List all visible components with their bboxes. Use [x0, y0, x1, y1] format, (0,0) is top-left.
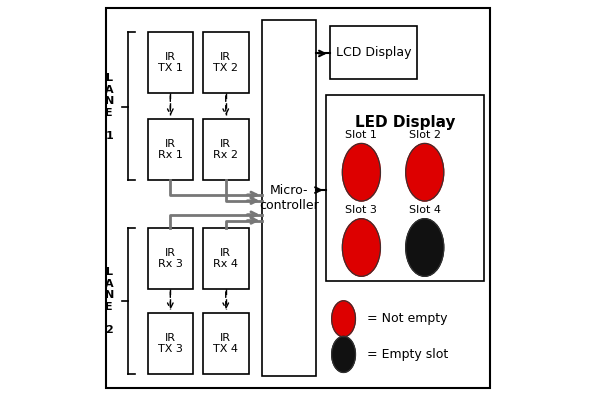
- Text: LCD Display: LCD Display: [335, 46, 411, 59]
- Ellipse shape: [332, 301, 355, 337]
- Text: IR
TX 3: IR TX 3: [158, 333, 183, 354]
- Text: = Empty slot: = Empty slot: [367, 348, 449, 361]
- Text: IR
Rx 2: IR Rx 2: [213, 139, 238, 160]
- Text: IR
Rx 3: IR Rx 3: [158, 248, 183, 269]
- FancyBboxPatch shape: [148, 32, 193, 93]
- Text: Slot 4: Slot 4: [409, 205, 441, 215]
- Ellipse shape: [406, 219, 444, 276]
- Text: IR
TX 2: IR TX 2: [213, 51, 238, 73]
- FancyBboxPatch shape: [148, 228, 193, 289]
- Text: Slot 2: Slot 2: [409, 129, 441, 139]
- Text: IR
Rx 1: IR Rx 1: [158, 139, 183, 160]
- Ellipse shape: [406, 143, 444, 201]
- Text: Slot 1: Slot 1: [346, 129, 377, 139]
- FancyBboxPatch shape: [203, 32, 248, 93]
- Text: = Not empty: = Not empty: [367, 312, 448, 325]
- FancyBboxPatch shape: [203, 119, 248, 180]
- Text: Micro-
controller: Micro- controller: [259, 184, 319, 212]
- Text: IR
TX 4: IR TX 4: [213, 333, 238, 354]
- Text: L
A
N
E

2: L A N E 2: [104, 267, 114, 335]
- Text: IR
Rx 4: IR Rx 4: [213, 248, 238, 269]
- FancyBboxPatch shape: [326, 95, 484, 281]
- FancyBboxPatch shape: [148, 119, 193, 180]
- Ellipse shape: [343, 143, 380, 201]
- Ellipse shape: [332, 337, 355, 372]
- FancyBboxPatch shape: [106, 8, 490, 388]
- Text: L
A
N
E

1: L A N E 1: [104, 73, 114, 141]
- Text: Slot 3: Slot 3: [346, 205, 377, 215]
- FancyBboxPatch shape: [203, 228, 248, 289]
- Ellipse shape: [343, 219, 380, 276]
- FancyBboxPatch shape: [203, 313, 248, 374]
- Text: LED Display: LED Display: [355, 115, 455, 130]
- FancyBboxPatch shape: [330, 26, 417, 79]
- FancyBboxPatch shape: [148, 313, 193, 374]
- Text: IR
TX 1: IR TX 1: [158, 51, 183, 73]
- FancyBboxPatch shape: [262, 20, 316, 376]
